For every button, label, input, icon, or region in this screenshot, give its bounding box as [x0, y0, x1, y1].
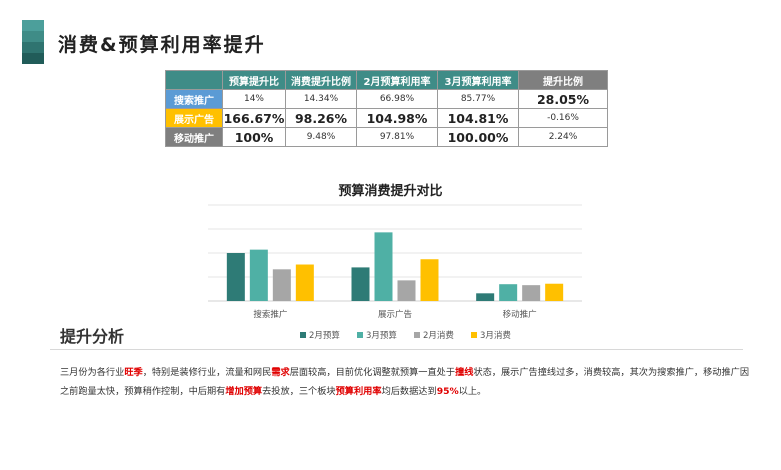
highlight-text: 预算利用率 — [335, 386, 382, 397]
body-text: 三月份为各行业 — [60, 367, 125, 378]
body-text: 均后数据达到 — [381, 386, 437, 397]
bar — [499, 284, 518, 301]
bar — [226, 253, 245, 301]
highlight-text: 需求 — [271, 367, 290, 378]
legend-swatch — [300, 332, 306, 338]
highlight-text: 撞线 — [455, 367, 474, 378]
header-block-stripe-1 — [22, 20, 44, 31]
bar — [295, 264, 314, 301]
x-tick-label: 展示广告 — [378, 309, 412, 320]
row-header: 搜索推广 — [165, 89, 223, 109]
table-cell: 104.98% — [356, 108, 438, 128]
table-cell: 28.05% — [518, 89, 608, 109]
header-block-stripe-3 — [22, 42, 44, 53]
section-heading: 提升分析 — [60, 327, 125, 346]
highlight-text: 95% — [436, 386, 459, 397]
table-header-row: 预算提升比 消费提升比例 2月预算利用率 3月预算利用率 提升比例 — [165, 70, 608, 90]
header-color-block — [22, 20, 44, 64]
row-header: 移动推广 — [165, 127, 223, 147]
highlight-text: 增加预算 — [225, 386, 263, 397]
bar — [476, 293, 495, 301]
table-cell: 2.24% — [518, 127, 608, 147]
bar — [522, 285, 541, 301]
data-table: 预算提升比 消费提升比例 2月预算利用率 3月预算利用率 提升比例 搜索推广 1… — [165, 70, 608, 147]
bar — [545, 283, 564, 301]
table-cell: 104.81% — [437, 108, 519, 128]
legend-label: 2月消费 — [423, 330, 454, 341]
x-tick-label: 搜索推广 — [253, 309, 287, 320]
table-cell: 100% — [222, 127, 286, 147]
analysis-paragraph: 三月份为各行业旺季，特别是装修行业，流量和网民需求层面较高，目前优化调整就预算一… — [60, 363, 750, 401]
chart-title: 预算消费提升对比 — [338, 184, 443, 199]
body-text: 状态，展示广告撞线过多，消费较高，其次为搜索推广，移动推广因之前跑量太快，预算稍… — [60, 367, 750, 397]
page-title: 消费&预算利用率提升 — [58, 34, 266, 56]
bar — [397, 280, 416, 301]
table-row: 搜索推广 14% 14.34% 66.98% 85.77% 28.05% — [165, 89, 608, 109]
table-row: 移动推广 100% 9.48% 97.81% 100.00% 2.24% — [165, 127, 608, 147]
body-text: 以上。 — [458, 386, 487, 397]
table-cell: 100.00% — [437, 127, 519, 147]
header-block-stripe-4 — [22, 53, 44, 64]
x-tick-label: 移动推广 — [503, 309, 537, 320]
divider — [50, 349, 743, 350]
legend-label: 3月消费 — [480, 330, 511, 341]
col-header: 3月预算利用率 — [437, 70, 519, 90]
bar — [249, 249, 268, 301]
legend-swatch — [357, 332, 363, 338]
bar — [374, 232, 393, 301]
legend-label: 2月预算 — [309, 330, 340, 341]
bar — [272, 269, 291, 301]
body-text: 去投放，三个板块 — [262, 386, 336, 397]
bar-chart: 搜索推广 展示广告 移动推广 2月预算 3月预算 2月消费 3月消费 — [208, 204, 582, 341]
legend-label: 3月预算 — [366, 330, 397, 341]
highlight-text: 旺季 — [124, 367, 143, 378]
col-header: 消费提升比例 — [285, 70, 357, 90]
bar — [351, 267, 370, 301]
bar — [420, 259, 439, 301]
row-header: 展示广告 — [165, 108, 223, 128]
body-text: 层面较高，目前优化调整就预算一直处于 — [289, 367, 456, 378]
legend-swatch — [414, 332, 420, 338]
table-row: 展示广告 166.67% 98.26% 104.98% 104.81% -0.1… — [165, 108, 608, 128]
header-block-stripe-2 — [22, 31, 44, 42]
legend-swatch — [471, 332, 477, 338]
body-text: ，特别是装修行业，流量和网民 — [142, 367, 272, 378]
